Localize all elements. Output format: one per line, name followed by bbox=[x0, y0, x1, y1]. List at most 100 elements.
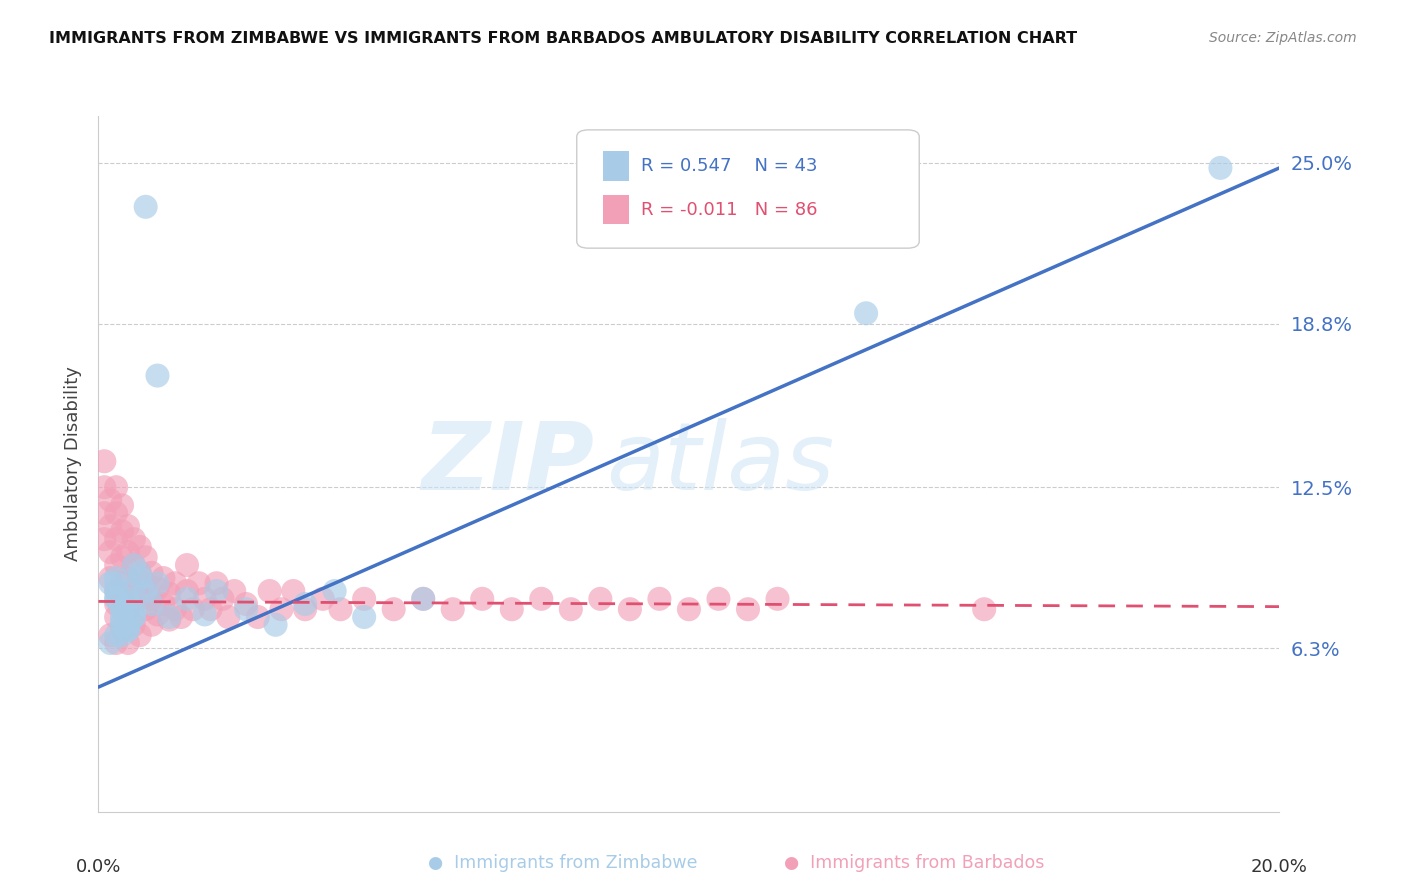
Point bbox=[93, 506, 115, 520]
Point bbox=[111, 499, 134, 513]
Point bbox=[246, 610, 269, 624]
Point bbox=[205, 584, 228, 599]
Point bbox=[283, 584, 305, 599]
Point bbox=[176, 591, 198, 606]
Point bbox=[194, 591, 217, 606]
Point bbox=[135, 602, 157, 616]
Point bbox=[98, 571, 121, 585]
Point bbox=[135, 550, 157, 565]
Point bbox=[105, 597, 128, 611]
Point bbox=[128, 591, 150, 606]
Point bbox=[530, 591, 553, 606]
Point bbox=[93, 480, 115, 494]
Point bbox=[105, 532, 128, 546]
Point bbox=[111, 550, 134, 565]
Point bbox=[264, 617, 287, 632]
Point bbox=[117, 610, 139, 624]
Point bbox=[98, 628, 121, 642]
Point bbox=[152, 597, 174, 611]
Point bbox=[619, 602, 641, 616]
Point bbox=[93, 532, 115, 546]
Y-axis label: Ambulatory Disability: Ambulatory Disability bbox=[65, 367, 83, 561]
Point bbox=[135, 584, 157, 599]
Point bbox=[122, 610, 145, 624]
Point bbox=[737, 602, 759, 616]
Point bbox=[165, 576, 187, 591]
Point bbox=[111, 524, 134, 539]
Point bbox=[200, 602, 222, 616]
Point bbox=[122, 582, 145, 596]
Point bbox=[157, 587, 180, 601]
Point bbox=[973, 602, 995, 616]
Text: atlas: atlas bbox=[606, 418, 835, 509]
Point bbox=[1209, 161, 1232, 175]
Point bbox=[235, 602, 257, 616]
Point bbox=[98, 493, 121, 508]
Point bbox=[412, 591, 434, 606]
Bar bbox=[603, 152, 628, 181]
Point bbox=[111, 617, 134, 632]
Bar bbox=[603, 195, 628, 225]
Point bbox=[441, 602, 464, 616]
Point bbox=[105, 591, 128, 606]
Point bbox=[294, 597, 316, 611]
Point bbox=[141, 591, 163, 606]
Point bbox=[105, 480, 128, 494]
Point bbox=[117, 623, 139, 637]
Point bbox=[382, 602, 405, 616]
Point bbox=[589, 591, 612, 606]
Text: 20.0%: 20.0% bbox=[1251, 858, 1308, 877]
Point bbox=[98, 636, 121, 650]
Point bbox=[128, 571, 150, 585]
Point bbox=[122, 558, 145, 573]
Point bbox=[105, 571, 128, 585]
Point bbox=[117, 571, 139, 585]
Point bbox=[412, 591, 434, 606]
Point bbox=[211, 591, 233, 606]
Point bbox=[98, 576, 121, 591]
Point bbox=[122, 584, 145, 599]
Point bbox=[141, 597, 163, 611]
Point bbox=[105, 584, 128, 599]
Point bbox=[353, 591, 375, 606]
Point bbox=[766, 591, 789, 606]
Point bbox=[117, 617, 139, 632]
Point bbox=[146, 582, 169, 596]
Point bbox=[105, 636, 128, 650]
Point bbox=[111, 610, 134, 624]
Point bbox=[146, 607, 169, 622]
Point bbox=[312, 591, 335, 606]
Point bbox=[117, 519, 139, 533]
Point bbox=[217, 610, 239, 624]
Point bbox=[270, 602, 292, 616]
Point bbox=[117, 591, 139, 606]
Point bbox=[128, 540, 150, 554]
Point bbox=[194, 607, 217, 622]
Point bbox=[648, 591, 671, 606]
Point bbox=[122, 617, 145, 632]
Point bbox=[128, 566, 150, 580]
Point bbox=[98, 545, 121, 559]
Point bbox=[93, 454, 115, 468]
Point bbox=[181, 602, 204, 616]
Point bbox=[111, 591, 134, 606]
Point bbox=[117, 623, 139, 637]
Point bbox=[329, 602, 352, 616]
Point bbox=[105, 584, 128, 599]
Point bbox=[235, 597, 257, 611]
Text: ●  Immigrants from Zimbabwe: ● Immigrants from Zimbabwe bbox=[427, 855, 697, 872]
Text: IMMIGRANTS FROM ZIMBABWE VS IMMIGRANTS FROM BARBADOS AMBULATORY DISABILITY CORRE: IMMIGRANTS FROM ZIMBABWE VS IMMIGRANTS F… bbox=[49, 31, 1077, 46]
Point bbox=[176, 558, 198, 573]
Point bbox=[111, 615, 134, 630]
Point bbox=[157, 610, 180, 624]
Point bbox=[707, 591, 730, 606]
Point bbox=[135, 576, 157, 591]
Point bbox=[111, 602, 134, 616]
Point bbox=[157, 613, 180, 627]
Point bbox=[135, 200, 157, 214]
Point bbox=[122, 532, 145, 546]
Point bbox=[105, 591, 128, 606]
Point bbox=[105, 576, 128, 591]
Point bbox=[224, 584, 246, 599]
Point bbox=[259, 584, 281, 599]
